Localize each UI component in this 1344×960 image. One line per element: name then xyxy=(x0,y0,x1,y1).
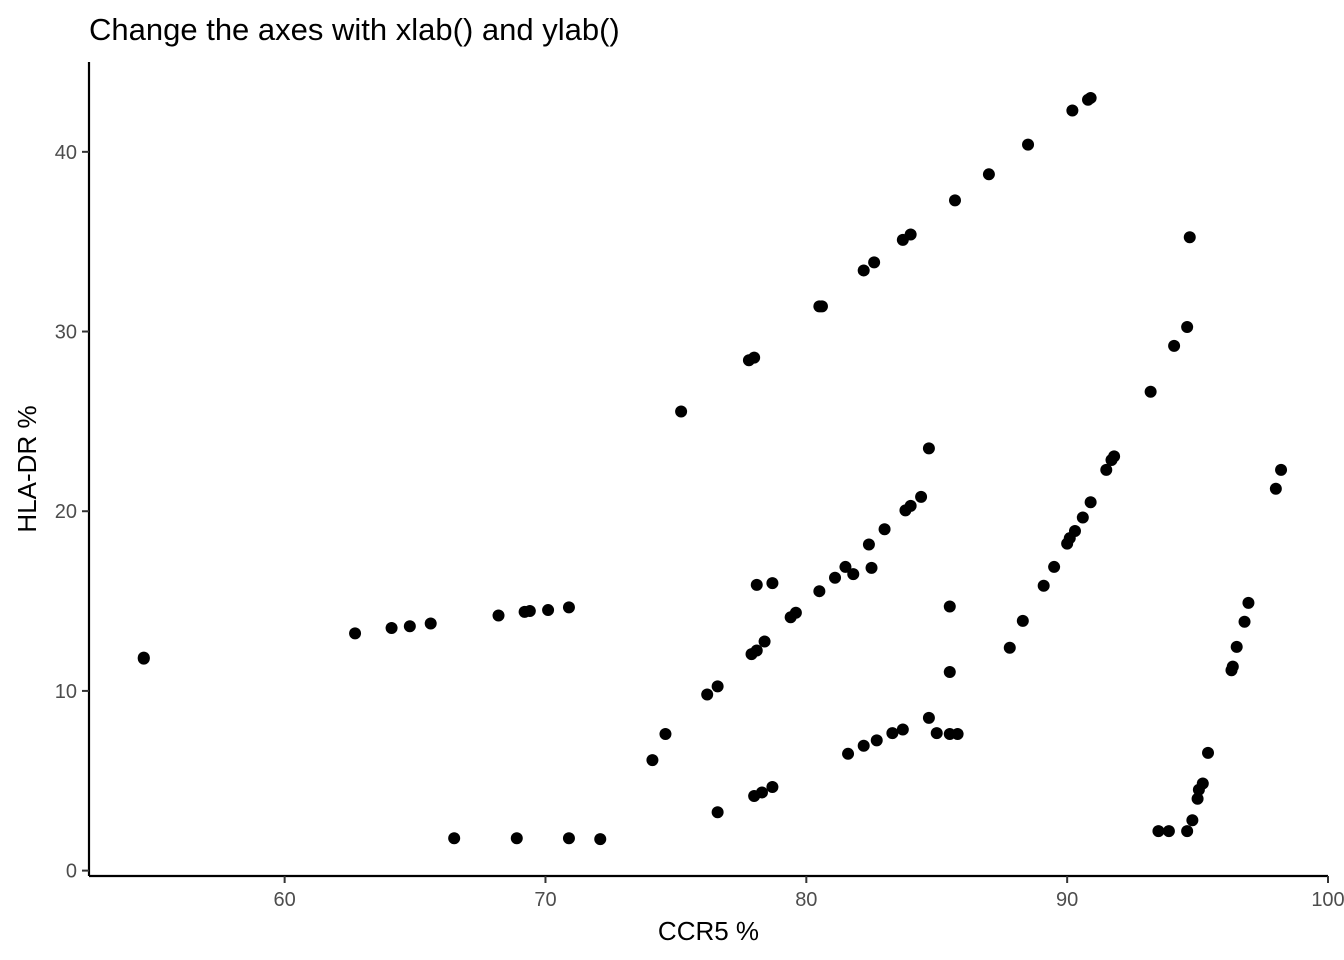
data-point xyxy=(385,622,398,635)
data-point xyxy=(922,711,935,724)
data-point xyxy=(750,578,763,591)
data-point xyxy=(813,585,826,598)
data-point xyxy=(766,577,779,590)
y-tick-label: 10 xyxy=(55,681,77,703)
data-point xyxy=(868,256,881,269)
data-point xyxy=(857,739,870,752)
data-point xyxy=(1022,138,1035,151)
chart-title: Change the axes with xlab() and ylab() xyxy=(89,12,620,47)
data-point xyxy=(1168,339,1181,352)
data-point xyxy=(448,832,461,845)
data-point xyxy=(1037,579,1050,592)
data-point xyxy=(1144,385,1157,398)
data-point xyxy=(878,523,891,536)
x-axis-title: CCR5 % xyxy=(658,916,759,946)
data-point xyxy=(815,300,828,313)
data-point xyxy=(1068,524,1081,537)
data-point xyxy=(758,635,771,648)
data-point xyxy=(829,571,842,584)
data-point xyxy=(1162,825,1175,838)
data-point xyxy=(675,405,688,418)
data-point xyxy=(789,606,802,619)
x-tick-label: 70 xyxy=(534,889,556,911)
data-point xyxy=(1275,463,1288,476)
y-tick-label: 40 xyxy=(55,142,77,164)
data-point xyxy=(1066,104,1079,117)
x-tick-label: 60 xyxy=(274,889,296,911)
data-point xyxy=(842,747,855,760)
data-point xyxy=(1084,91,1097,104)
data-point xyxy=(701,688,714,701)
y-axis-title: HLA-DR % xyxy=(12,405,42,532)
data-point xyxy=(1100,463,1113,476)
data-point xyxy=(562,601,575,614)
data-point xyxy=(1084,496,1097,509)
data-point xyxy=(492,609,505,622)
y-tick-label: 20 xyxy=(55,501,77,523)
data-point xyxy=(1048,560,1061,573)
data-point xyxy=(1269,482,1282,495)
data-point xyxy=(1242,596,1255,609)
data-point xyxy=(510,832,523,845)
data-point xyxy=(896,723,909,736)
data-point xyxy=(1196,777,1209,790)
data-point xyxy=(349,627,362,640)
data-point xyxy=(711,680,724,693)
x-axis-ticks: 60 70 80 90 100 xyxy=(274,876,1344,911)
data-point xyxy=(839,560,852,573)
data-point xyxy=(766,781,779,794)
data-point xyxy=(1003,641,1016,654)
data-point xyxy=(711,806,724,819)
data-point xyxy=(904,228,917,241)
data-point xyxy=(1186,814,1199,827)
data-point xyxy=(659,728,672,741)
data-point xyxy=(948,194,961,207)
data-point xyxy=(1016,614,1029,627)
data-point xyxy=(1108,450,1121,463)
data-point xyxy=(594,833,607,846)
data-point xyxy=(1238,615,1251,628)
data-point xyxy=(523,604,536,617)
data-point xyxy=(922,442,935,455)
data-point xyxy=(403,620,416,633)
x-tick-label: 80 xyxy=(795,889,817,911)
data-point xyxy=(915,490,928,503)
data-point xyxy=(750,644,763,657)
data-point xyxy=(886,727,899,740)
data-point xyxy=(943,600,956,613)
data-point xyxy=(904,499,917,512)
data-point xyxy=(1230,640,1243,653)
data-point xyxy=(137,652,150,665)
y-tick-label: 0 xyxy=(66,861,77,883)
data-point xyxy=(755,786,768,799)
y-axis-ticks: 0 10 20 30 40 xyxy=(55,142,89,883)
data-point xyxy=(1152,825,1165,838)
data-point xyxy=(870,734,883,747)
data-point xyxy=(862,538,875,551)
data-point xyxy=(1191,792,1204,805)
data-point xyxy=(542,604,555,617)
data-point xyxy=(1181,321,1194,334)
data-point xyxy=(857,264,870,277)
data-point xyxy=(1076,511,1089,524)
data-point xyxy=(951,728,964,741)
data-point xyxy=(1181,825,1194,838)
data-point xyxy=(982,168,995,181)
data-point xyxy=(748,351,761,364)
data-point xyxy=(1226,660,1239,673)
data-point xyxy=(847,568,860,581)
data-point xyxy=(865,561,878,574)
y-tick-label: 30 xyxy=(55,322,77,344)
data-point xyxy=(646,754,659,767)
x-tick-label: 100 xyxy=(1311,889,1344,911)
data-point xyxy=(943,666,956,679)
data-point xyxy=(1183,231,1196,244)
data-point xyxy=(562,832,575,845)
data-point xyxy=(1202,746,1215,759)
points-layer xyxy=(137,91,1288,846)
data-point xyxy=(930,727,943,740)
x-tick-label: 90 xyxy=(1056,889,1078,911)
data-point xyxy=(424,617,437,630)
